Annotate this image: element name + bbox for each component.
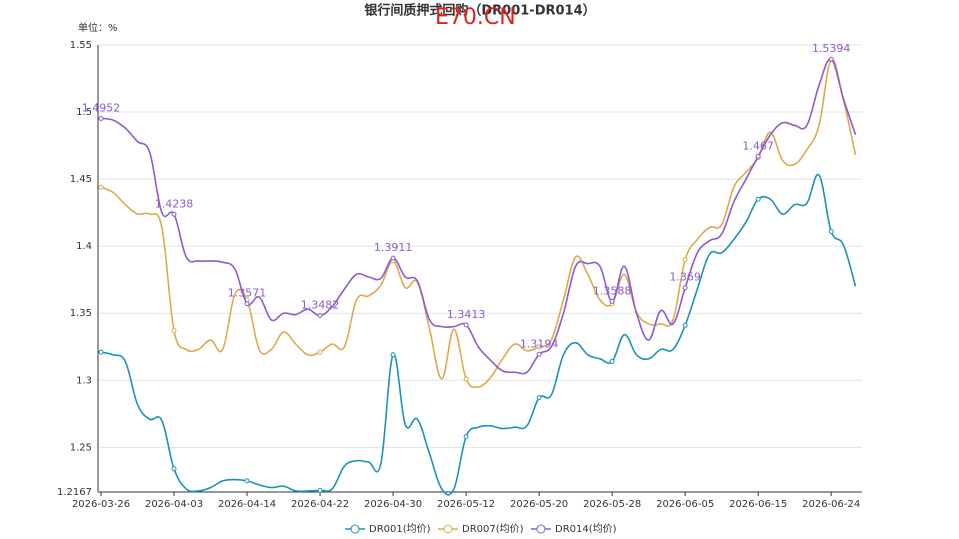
data-label: 1.3413 bbox=[447, 308, 486, 321]
data-point bbox=[682, 322, 688, 328]
x-tick-label: 2026-04-22 bbox=[291, 499, 349, 510]
data-point bbox=[317, 487, 323, 493]
data-point bbox=[682, 285, 688, 291]
watermark: E70.CN bbox=[435, 5, 516, 30]
x-tick-label: 2026-05-20 bbox=[510, 499, 568, 510]
data-point bbox=[317, 313, 323, 319]
y-tick-label: 1.3 bbox=[76, 375, 92, 386]
line-series bbox=[100, 58, 857, 389]
line-series bbox=[100, 173, 857, 496]
data-label: 1.467 bbox=[742, 139, 774, 152]
line-series bbox=[100, 58, 857, 375]
x-tick-label: 2026-04-14 bbox=[218, 499, 276, 510]
data-point bbox=[536, 395, 542, 401]
y-tick-label: 1.25 bbox=[70, 442, 92, 453]
x-tick-label: 2026-06-15 bbox=[729, 499, 787, 510]
data-point bbox=[390, 255, 396, 261]
legend-marker bbox=[443, 524, 453, 534]
data-point bbox=[682, 257, 688, 263]
data-label: 1.3571 bbox=[228, 287, 267, 300]
data-label: 1.3911 bbox=[374, 241, 413, 254]
data-point bbox=[536, 351, 542, 357]
legend-label: DR001(均价) bbox=[369, 523, 431, 535]
data-point bbox=[609, 298, 615, 304]
data-label: 1.3588 bbox=[593, 284, 632, 297]
data-point bbox=[98, 184, 104, 190]
data-point bbox=[828, 228, 834, 234]
x-tick-label: 2026-05-12 bbox=[437, 499, 495, 510]
data-point bbox=[755, 196, 761, 202]
data-label: 1.4952 bbox=[82, 101, 121, 114]
data-point bbox=[755, 153, 761, 159]
x-tick-label: 2026-04-03 bbox=[145, 499, 203, 510]
x-tick-label: 2026-06-24 bbox=[802, 499, 860, 510]
data-point bbox=[171, 466, 177, 472]
y-tick-label: 1.2167 bbox=[57, 487, 92, 498]
data-label: 1.4238 bbox=[155, 197, 194, 210]
data-point bbox=[171, 328, 177, 334]
y-tick-label: 1.55 bbox=[70, 40, 92, 51]
data-point bbox=[244, 301, 250, 307]
chart-title: 银行间质押式回购（DR001-DR014） bbox=[364, 3, 595, 19]
y-tick-label: 1.5 bbox=[76, 107, 92, 118]
data-label: 1.5394 bbox=[812, 42, 851, 55]
data-label: 1.3482 bbox=[301, 299, 340, 312]
data-point bbox=[828, 56, 834, 62]
data-point bbox=[536, 344, 542, 350]
legend-label: DR014(均价) bbox=[555, 523, 617, 535]
x-tick-label: 2026-03-26 bbox=[72, 499, 130, 510]
legend-label: DR007(均价) bbox=[462, 523, 524, 535]
y-tick-label: 1.45 bbox=[70, 174, 92, 185]
data-point bbox=[609, 359, 615, 365]
data-point bbox=[98, 349, 104, 355]
y-tick-label: 1.4 bbox=[76, 241, 92, 252]
data-label: 1.369 bbox=[669, 271, 701, 284]
x-tick-label: 2026-06-05 bbox=[656, 499, 714, 510]
data-label: 1.3194 bbox=[520, 337, 559, 350]
data-point bbox=[171, 211, 177, 217]
legend-marker bbox=[350, 524, 360, 534]
legend-marker bbox=[536, 524, 546, 534]
x-tick-label: 2026-04-30 bbox=[364, 499, 422, 510]
data-point bbox=[244, 478, 250, 484]
data-point bbox=[98, 115, 104, 121]
unit-label: 单位：% bbox=[78, 21, 118, 34]
data-point bbox=[390, 352, 396, 358]
y-tick-label: 1.35 bbox=[70, 308, 92, 319]
data-point bbox=[463, 376, 469, 382]
data-point bbox=[317, 349, 323, 355]
data-point bbox=[463, 434, 469, 440]
data-point bbox=[463, 322, 469, 328]
x-tick-label: 2026-05-28 bbox=[583, 499, 641, 510]
